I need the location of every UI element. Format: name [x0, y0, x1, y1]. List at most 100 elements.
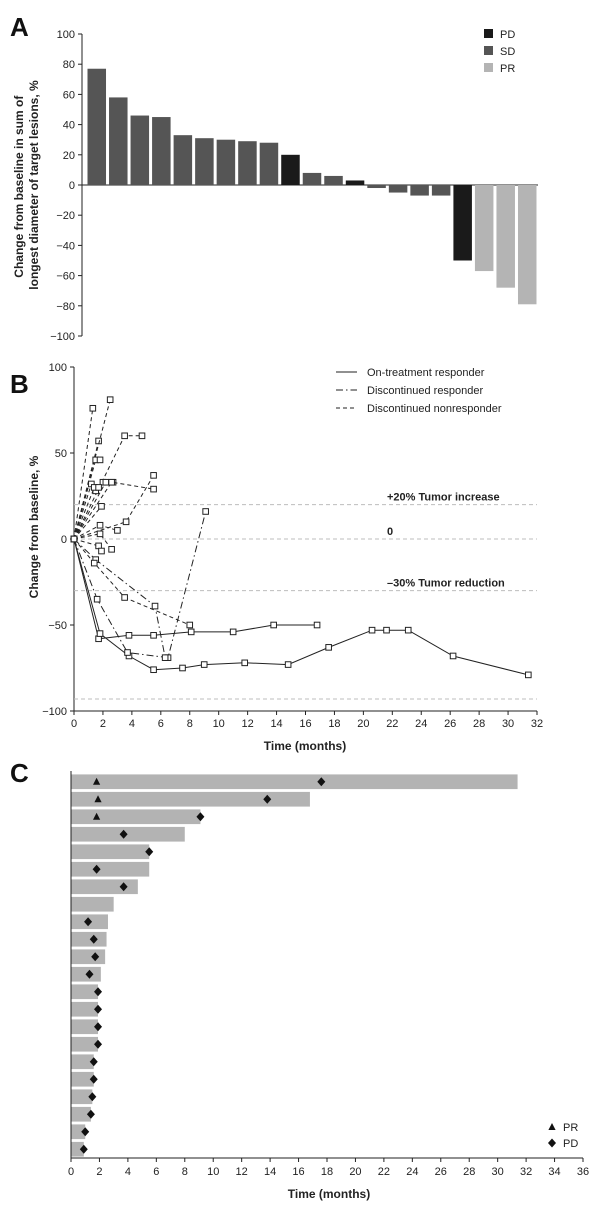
- panel-b-point: [150, 485, 157, 493]
- panel-c-pd-marker: [86, 1109, 95, 1119]
- panel-b-series-line: [73, 533, 113, 550]
- panel-b-y-tick-label: −100: [42, 706, 67, 718]
- panel-b-y-tick-label: 50: [55, 448, 67, 460]
- panel-b-x-tick-label: 8: [187, 718, 193, 730]
- panel-b-point: [186, 621, 194, 629]
- panel-c-x-axis-label: Time (months): [288, 1187, 370, 1201]
- panel-b-reference-label: –30% Tumor reduction: [387, 578, 505, 590]
- panel-b-x-tick-label: 6: [158, 718, 164, 730]
- panel-a-bar: [367, 185, 386, 189]
- panel-b-point: [93, 595, 101, 603]
- panel-b-x-tick-label: 20: [357, 718, 369, 730]
- panel-b-x-tick-label: 14: [270, 718, 282, 730]
- panel-c-bar: [71, 826, 185, 842]
- panel-b-point: [121, 432, 128, 440]
- panel-a-legend: PD SD PR: [484, 29, 515, 75]
- panel-b-series-line: [73, 505, 102, 540]
- panel-a-bar: [517, 185, 537, 305]
- panel-c-x-tick-label: 2: [96, 1166, 102, 1178]
- panel-a-y-tick-label: −100: [50, 331, 75, 343]
- panel-a-bar: [281, 154, 300, 185]
- panel-b-point: [202, 508, 209, 515]
- panel-a-y-tick-label: −60: [56, 271, 75, 283]
- panel-a-y-axis-label: Change from baseline in sum of longest d…: [12, 80, 41, 290]
- panel-b-y-tick-label: 100: [49, 362, 67, 374]
- panel-a-bar: [496, 185, 515, 288]
- panel-c-pd-marker: [119, 882, 128, 892]
- panel-b-x-tick-label: 16: [299, 718, 311, 730]
- panel-b-legend-label: Discontinued responder: [367, 385, 484, 397]
- panel-b-series-line: [73, 408, 94, 540]
- panel-c-pd-marker: [196, 812, 205, 822]
- panel-a-y-tick-label: 80: [63, 59, 75, 71]
- panel-c-x-tick-label: 24: [406, 1166, 418, 1178]
- panel-c-pd-marker: [89, 1074, 98, 1084]
- panel-b-point: [161, 654, 169, 661]
- panel-a-y-tick-label: 100: [57, 29, 75, 41]
- panel-c-pd-marker: [119, 829, 128, 839]
- panel-b-x-tick-label: 24: [415, 718, 427, 730]
- panel-b-point: [525, 671, 532, 679]
- panel-c-pd-marker: [85, 969, 94, 979]
- panel-a-bar: [453, 185, 472, 261]
- panel-a-bar: [216, 139, 236, 185]
- panel-b-y-tick-label: 0: [61, 534, 67, 546]
- panel-b-reference-label: +20% Tumor increase: [387, 492, 500, 504]
- panel-b-x-tick-label: 18: [328, 718, 340, 730]
- panel-c-legend-label: PR: [563, 1122, 578, 1134]
- panel-c-x-tick-label: 14: [264, 1166, 276, 1178]
- panel-c-bar: [71, 1054, 94, 1070]
- panel-c-bars: [71, 774, 518, 1157]
- panel-b-point: [313, 621, 321, 629]
- panel-a-bar: [345, 180, 365, 185]
- panel-c-bar: [71, 949, 106, 965]
- panel-c-legend-label: PD: [563, 1138, 578, 1150]
- panel-a-y-tick-label: 60: [63, 89, 75, 101]
- panel-c-bar: [71, 844, 150, 860]
- panel-c-x-tick-label: 28: [463, 1166, 475, 1178]
- panel-b-x-axis-label: Time (months): [264, 739, 346, 753]
- panel-b-x-tick-label: 22: [386, 718, 398, 730]
- panel-c-x-tick-label: 34: [548, 1166, 560, 1178]
- panel-b-x-tick-label: 4: [129, 718, 135, 730]
- panel-c-pr-marker: [94, 795, 102, 803]
- panel-a-bar: [474, 185, 494, 272]
- panel-a-letter: A: [10, 12, 29, 42]
- panel-b-point: [96, 630, 104, 637]
- panel-c-bar: [71, 896, 114, 912]
- panel-b-series-line: [73, 481, 154, 540]
- panel-a-y-tick-label: 20: [63, 150, 75, 162]
- panel-b-point: [98, 503, 105, 510]
- panel-b-point: [70, 535, 78, 543]
- panel-c-bar: [71, 1106, 91, 1122]
- panel-b-x-tick-label: 2: [100, 718, 106, 730]
- panel-c-x-tick-label: 22: [378, 1166, 390, 1178]
- panel-b-point: [96, 456, 104, 464]
- panel-a-legend-label: SD: [500, 46, 515, 58]
- panel-b-point: [125, 632, 133, 639]
- panel-c-pd-marker: [81, 1127, 90, 1137]
- panel-a-y-tick-label: −20: [56, 210, 75, 222]
- panel-a-bar: [152, 117, 171, 185]
- panel-c-x-tick-label: 0: [68, 1166, 74, 1178]
- panel-c-x-tick-label: 8: [182, 1166, 188, 1178]
- panel-a-y-tick-label: −80: [56, 301, 75, 313]
- panel-c-x-tick-label: 16: [292, 1166, 304, 1178]
- panel-b-y-tick-label: −50: [48, 620, 67, 632]
- panel-c-pd-marker: [94, 1039, 103, 1049]
- panel-b-series: [70, 396, 532, 679]
- panel-c-x-tick-label: 32: [520, 1166, 532, 1178]
- panel-c-bar: [71, 791, 310, 807]
- panel-b-point: [108, 546, 115, 553]
- panel-c-letter: C: [10, 758, 29, 788]
- panel-b-point: [187, 628, 195, 636]
- panel-a-bar: [195, 138, 214, 185]
- panel-b-x-tick-label: 30: [502, 718, 514, 730]
- panel-a-y-tick-label: −40: [56, 240, 75, 252]
- panel-c-x-tick-label: 26: [435, 1166, 447, 1178]
- panel-c-bar: [71, 1089, 93, 1105]
- panel-b-x-tick-label: 26: [444, 718, 456, 730]
- panel-a-bar: [238, 141, 257, 185]
